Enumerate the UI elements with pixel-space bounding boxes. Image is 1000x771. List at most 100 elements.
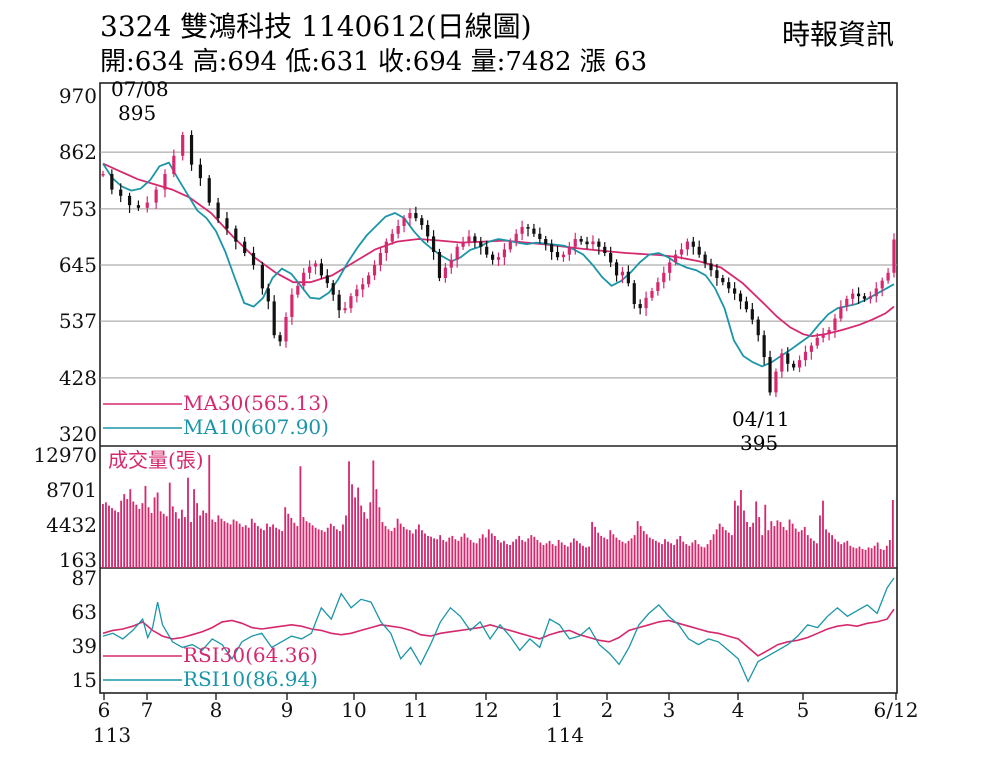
rsi-y-tick: 63 [72, 600, 97, 624]
volume-bar [266, 523, 268, 568]
volume-bar [834, 539, 837, 568]
volume-bar [490, 533, 493, 568]
volume-bar [244, 525, 247, 568]
low-date-label: 04/11 [732, 407, 790, 431]
volume-bar [800, 530, 803, 568]
candle-body [337, 294, 341, 311]
volume-bar [269, 526, 271, 568]
x-tick-label: 3 [663, 698, 676, 722]
price-y-tick: 645 [59, 253, 97, 277]
candle-body [744, 301, 749, 310]
x-tick-label: 2 [601, 698, 614, 722]
volume-bar [256, 526, 259, 568]
volume-bar [557, 540, 560, 568]
volume-bar [873, 545, 876, 568]
rsi-legend: RSI30(64.36)RSI10(86.94) [103, 643, 318, 691]
volume-bar [697, 544, 700, 568]
volume-bar [615, 537, 618, 568]
volume-bar [402, 526, 405, 568]
volume-bar [545, 543, 548, 568]
volume-bar [329, 523, 332, 568]
volume-bar [451, 535, 454, 568]
volume-bar [466, 537, 469, 568]
candle-body [145, 202, 149, 208]
candle-body [685, 241, 689, 250]
price-y-tick: 970 [59, 84, 97, 108]
candle-body [319, 263, 324, 276]
candle-body [508, 241, 512, 250]
volume-bar [187, 477, 189, 568]
volume-bar [855, 548, 858, 568]
volume-bar [472, 542, 475, 568]
volume-bar [396, 518, 399, 568]
volume-bar [770, 521, 773, 568]
volume-bar [803, 526, 806, 568]
volume-bar [481, 534, 484, 568]
candle-body [343, 308, 347, 311]
candle-body [473, 236, 477, 242]
candle-body [597, 241, 601, 247]
candle-body [532, 228, 536, 234]
volume-bar [366, 518, 369, 568]
volume-bar [193, 489, 195, 568]
volume-bar [384, 526, 387, 568]
volume-bar [369, 502, 372, 568]
price-legend-label: MA10(607.90) [183, 415, 329, 439]
price-legend-label: MA30(565.13) [183, 391, 329, 415]
candle-body [455, 246, 459, 260]
volume-bar [180, 509, 183, 568]
volume-bar [281, 531, 284, 568]
candle-body [260, 265, 264, 289]
volume-bar [831, 535, 834, 568]
price-y-tick: 862 [59, 140, 97, 164]
volume-bar [287, 513, 290, 568]
volume-bar [424, 533, 426, 568]
price-y-tick: 320 [59, 422, 97, 446]
volume-bar [773, 526, 776, 568]
volume-bar [129, 489, 132, 568]
candle-body [243, 241, 247, 254]
volume-bar [153, 497, 156, 568]
volume-bar [463, 533, 466, 568]
candle-body [561, 254, 566, 258]
candle-body [679, 249, 684, 255]
volume-bar [527, 538, 530, 568]
volume-y-tick: 163 [59, 548, 97, 572]
volume-bar [250, 518, 253, 568]
candle-body [786, 353, 790, 364]
candle-body [703, 254, 707, 264]
ma10-path [102, 161, 895, 368]
candle-body [845, 298, 849, 307]
candle-body [136, 205, 141, 208]
candle-body [697, 246, 701, 255]
volume-bar [208, 455, 211, 568]
volume-bar [399, 523, 402, 568]
volume-bar [837, 541, 840, 568]
volume-bar [509, 544, 511, 568]
volume-bar [223, 521, 226, 568]
volume-bar [718, 523, 721, 568]
volume-bar [457, 540, 460, 568]
candle-body [620, 271, 625, 276]
volume-bar [582, 545, 584, 568]
candle-body [502, 249, 507, 258]
candle-body [715, 270, 719, 278]
volume-bar [475, 543, 478, 568]
volume-bar [554, 545, 557, 568]
volume-bar [202, 510, 205, 568]
candle-body [127, 195, 132, 206]
candles [101, 130, 896, 398]
volume-bar [688, 545, 691, 568]
volume-bar [156, 492, 159, 568]
candle-body [868, 296, 872, 299]
volume-bar [217, 515, 220, 568]
volume-bar [141, 503, 144, 568]
volume-bar [870, 548, 873, 568]
volume-bar [548, 540, 551, 568]
volume-bar [846, 540, 849, 568]
volume-bar [867, 547, 870, 568]
rsi10-path [102, 577, 895, 683]
candle-body [367, 275, 371, 285]
volume-bar [612, 534, 615, 568]
volume-bar [454, 539, 457, 568]
